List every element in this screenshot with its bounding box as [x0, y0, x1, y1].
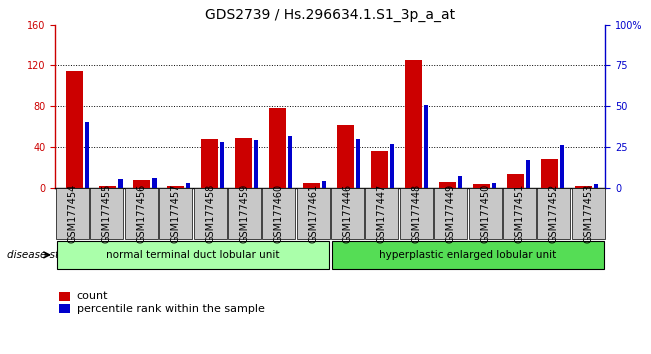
Text: GSM177455: GSM177455 — [102, 184, 112, 243]
Text: disease state: disease state — [7, 250, 76, 260]
Text: GSM177458: GSM177458 — [205, 184, 215, 243]
Bar — [390, 144, 395, 188]
Bar — [594, 184, 598, 188]
Bar — [458, 176, 462, 188]
Bar — [201, 139, 218, 188]
Text: normal terminal duct lobular unit: normal terminal duct lobular unit — [106, 250, 280, 260]
Text: GSM177450: GSM177450 — [480, 184, 490, 243]
Bar — [560, 145, 564, 188]
Bar — [492, 183, 496, 188]
Text: GSM177449: GSM177449 — [446, 184, 456, 243]
Text: count: count — [77, 291, 108, 302]
Bar — [371, 151, 388, 188]
Text: GSM177459: GSM177459 — [240, 184, 249, 243]
Text: GSM177460: GSM177460 — [274, 184, 284, 243]
Text: GSM177453: GSM177453 — [583, 184, 593, 243]
Bar — [100, 185, 117, 188]
Bar — [541, 159, 558, 188]
Text: hyperplastic enlarged lobular unit: hyperplastic enlarged lobular unit — [380, 250, 557, 260]
Bar — [186, 183, 191, 188]
Text: GSM177456: GSM177456 — [136, 184, 146, 243]
Bar — [356, 139, 360, 188]
Bar — [152, 178, 156, 188]
Bar — [255, 141, 258, 188]
Bar — [405, 61, 422, 188]
Bar — [133, 181, 150, 188]
Bar — [526, 160, 530, 188]
Bar — [473, 183, 490, 188]
Text: GSM177447: GSM177447 — [377, 184, 387, 243]
Text: GSM177448: GSM177448 — [411, 184, 421, 243]
Bar — [322, 181, 326, 188]
Bar — [337, 125, 354, 188]
Text: GSM177461: GSM177461 — [308, 184, 318, 243]
Text: GSM177451: GSM177451 — [514, 184, 525, 243]
Bar — [575, 185, 592, 188]
Bar — [221, 142, 225, 188]
Text: GSM177457: GSM177457 — [171, 184, 181, 243]
Text: GSM177446: GSM177446 — [342, 184, 353, 243]
Title: GDS2739 / Hs.296634.1.S1_3p_a_at: GDS2739 / Hs.296634.1.S1_3p_a_at — [205, 8, 456, 22]
Bar — [439, 182, 456, 188]
Bar — [270, 108, 286, 188]
Text: GSM177454: GSM177454 — [68, 184, 77, 243]
Bar — [85, 122, 89, 188]
Bar — [118, 179, 122, 188]
Bar — [424, 104, 428, 188]
Text: GSM177452: GSM177452 — [549, 184, 559, 243]
Bar — [507, 175, 524, 188]
Bar — [167, 185, 184, 188]
Text: percentile rank within the sample: percentile rank within the sample — [77, 304, 265, 314]
Bar — [288, 136, 292, 188]
Bar — [235, 138, 253, 188]
Bar — [66, 70, 83, 188]
Bar — [303, 183, 320, 188]
